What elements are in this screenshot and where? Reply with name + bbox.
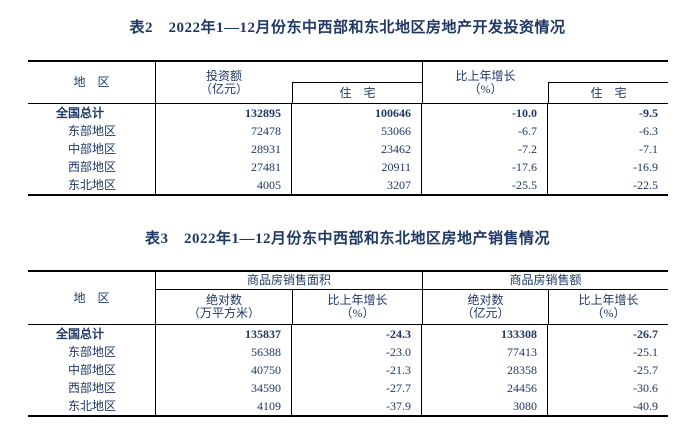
residential-cell: 53066 (292, 122, 422, 140)
growth-cell: -17.6 (422, 158, 548, 176)
amount-cell: 133308 (422, 325, 548, 343)
table3-header-growth-area-line2: （%） (340, 306, 375, 320)
table2-header-growth: 比上年增长 （%） (422, 62, 548, 103)
table3-header-growth-amount-line1: 比上年增长 (578, 293, 639, 307)
table3-header-growth-area: 比上年增长 （%） (292, 290, 422, 324)
amount-cell: 28358 (422, 361, 548, 379)
table3-title: 表3 2022年1—12月份东中西部和东北地区房地产销售情况 (144, 231, 550, 247)
table2-title: 表2 2022年1—12月份东中西部和东北地区房地产开发投资情况 (129, 20, 566, 36)
table-row: 全国总计 132895 100646 -10.0 -9.5 (28, 104, 668, 122)
table-row: 东部地区 56388 -23.0 77413 -25.1 (28, 343, 668, 361)
table-row: 全国总计 135837 -24.3 133308 -26.7 (28, 325, 668, 343)
area-growth-cell: -37.9 (292, 397, 422, 415)
region-cell: 东北地区 (28, 397, 156, 415)
growth-cell: -10.0 (422, 104, 548, 122)
area-cell: 135837 (156, 325, 292, 343)
table3-header-growth-amount: 比上年增长 （%） (548, 290, 668, 324)
region-cell: 全国总计 (28, 325, 156, 343)
table-row: 中部地区 28931 23462 -7.2 -7.1 (28, 140, 668, 158)
region-cell: 东部地区 (28, 343, 156, 361)
area-growth-cell: -21.3 (292, 361, 422, 379)
table3-header-region: 地 区 (28, 272, 156, 324)
table-row: 东部地区 72478 53066 -6.7 -6.3 (28, 122, 668, 140)
table2-header-residential: 住 宅 (292, 82, 422, 103)
residential-cell: 3207 (292, 176, 422, 194)
table2-header-spacer-1 (292, 62, 422, 82)
growth-cell: -25.5 (422, 176, 548, 194)
table3-header-abs-amount: 绝对数 （亿元） (422, 290, 548, 324)
investment-cell: 27481 (156, 158, 292, 176)
region-cell: 西部地区 (28, 158, 156, 176)
investment-cell: 72478 (156, 122, 292, 140)
table2-header-region: 地 区 (28, 62, 156, 103)
table2-header-growth-line2: （%） (468, 81, 503, 96)
area-cell: 34590 (156, 379, 292, 397)
residential-cell: 23462 (292, 140, 422, 158)
table-row: 西部地区 27481 20911 -17.6 -16.9 (28, 158, 668, 176)
region-cell: 全国总计 (28, 104, 156, 122)
table3-header: 地 区 商品房销售面积 商品房销售额 绝对数 （万平方米） 比上年增长 （%） … (28, 270, 668, 325)
amount-cell: 77413 (422, 343, 548, 361)
area-growth-cell: -27.7 (292, 379, 422, 397)
table3-header-abs-amount-line2: （亿元） (461, 306, 510, 320)
table3: 地 区 商品房销售面积 商品房销售额 绝对数 （万平方米） 比上年增长 （%） … (28, 270, 668, 417)
area-cell: 56388 (156, 343, 292, 361)
investment-cell: 4005 (156, 176, 292, 194)
residential-growth-cell: -9.5 (639, 105, 658, 120)
amount-growth-cell: -30.6 (633, 380, 658, 395)
table3-header-group-amount: 商品房销售额 (422, 272, 668, 290)
amount-growth-cell: -26.7 (633, 326, 658, 341)
region-cell: 东北地区 (28, 176, 156, 194)
table2-header-investment-line2: （亿元） (199, 81, 248, 96)
table2-body: 全国总计 132895 100646 -10.0 -9.5 东部地区 72478… (28, 104, 668, 196)
residential-growth-cell: -16.9 (633, 159, 658, 174)
investment-cell: 132895 (156, 104, 292, 122)
residential-growth-cell: -6.3 (639, 123, 658, 138)
growth-cell: -7.2 (422, 140, 548, 158)
amount-growth-cell: -25.1 (633, 344, 658, 359)
area-growth-cell: -24.3 (292, 325, 422, 343)
area-growth-cell: -23.0 (292, 343, 422, 361)
region-cell: 中部地区 (28, 140, 156, 158)
region-cell: 西部地区 (28, 379, 156, 397)
table3-header-abs-area-line2: （万平方米） (187, 306, 260, 320)
table-row: 西部地区 34590 -27.7 24456 -30.6 (28, 379, 668, 397)
table2-header-investment-line1: 投资额 (205, 68, 242, 83)
table2-header-growth-line1: 比上年增长 (455, 68, 516, 83)
table3-header-growth-amount-line2: （%） (591, 306, 626, 320)
residential-cell: 20911 (292, 158, 422, 176)
region-cell: 中部地区 (28, 361, 156, 379)
table2-header-residential-growth: 住 宅 (548, 82, 668, 103)
table3-header-abs-area: 绝对数 （万平方米） (156, 290, 292, 324)
table-row: 东北地区 4109 -37.9 3080 -40.9 (28, 397, 668, 415)
table2-header: 地 区 投资额 （亿元） 住 宅 比上年增长 （%） 住 宅 (28, 60, 668, 104)
residential-growth-cell: -7.1 (639, 141, 658, 156)
amount-cell: 3080 (422, 397, 548, 415)
amount-growth-cell: -25.7 (633, 362, 658, 377)
table3-header-abs-amount-line1: 绝对数 (467, 293, 504, 307)
table3-header-growth-area-line1: 比上年增长 (327, 293, 388, 307)
amount-growth-cell: -40.9 (633, 398, 658, 413)
table3-header-group-area: 商品房销售面积 (156, 272, 422, 290)
investment-cell: 28931 (156, 140, 292, 158)
region-cell: 东部地区 (28, 122, 156, 140)
table3-body: 全国总计 135837 -24.3 133308 -26.7 东部地区 5638… (28, 325, 668, 417)
residential-growth-cell: -22.5 (633, 177, 658, 192)
residential-cell: 100646 (292, 104, 422, 122)
table2-header-spacer-2 (548, 62, 668, 82)
growth-cell: -6.7 (422, 122, 548, 140)
table-row: 东北地区 4005 3207 -25.5 -22.5 (28, 176, 668, 194)
table-row: 中部地区 40750 -21.3 28358 -25.7 (28, 361, 668, 379)
area-cell: 40750 (156, 361, 292, 379)
table2-header-investment: 投资额 （亿元） (156, 62, 292, 103)
amount-cell: 24456 (422, 379, 548, 397)
table3-header-abs-area-line1: 绝对数 (205, 293, 242, 307)
table2: 地 区 投资额 （亿元） 住 宅 比上年增长 （%） 住 宅 全国总计 1328… (28, 60, 668, 196)
area-cell: 4109 (156, 397, 292, 415)
